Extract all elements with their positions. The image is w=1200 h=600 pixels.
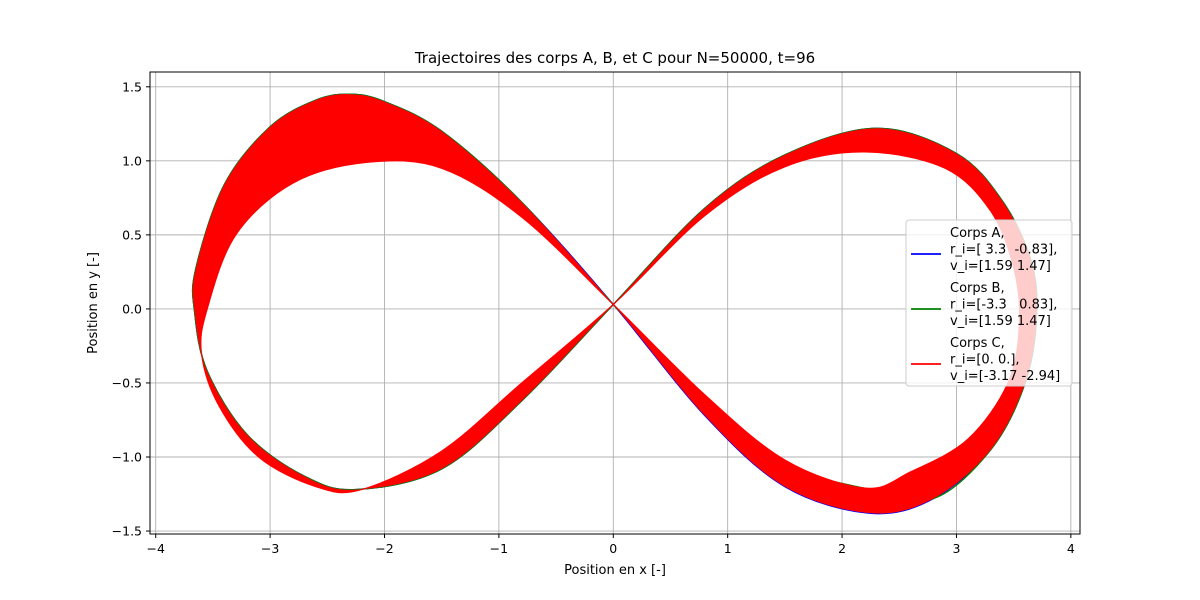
x-tick-label: 4 bbox=[1067, 541, 1075, 556]
x-tick-label: −4 bbox=[147, 541, 165, 556]
series-corps-c-inner-edge bbox=[200, 151, 1021, 494]
axes-frame bbox=[149, 71, 1081, 535]
x-tick-label: 1 bbox=[724, 541, 732, 556]
legend-entry-line: r_i=[-3.3 0.83], bbox=[950, 298, 1057, 313]
x-tick-label: −3 bbox=[261, 541, 279, 556]
x-tick-label: −1 bbox=[490, 541, 508, 556]
y-axis-label: Position en y [-] bbox=[86, 252, 101, 354]
series-corps-c-band bbox=[192, 94, 1037, 514]
x-tick-label: 2 bbox=[838, 541, 846, 556]
y-tick-label: −1.0 bbox=[112, 450, 142, 465]
y-tick-label: 0.5 bbox=[122, 227, 142, 242]
series-layer bbox=[191, 93, 1038, 515]
x-tick-label: 3 bbox=[952, 541, 960, 556]
x-tick-label: 0 bbox=[609, 541, 617, 556]
y-tick-label: −1.5 bbox=[112, 524, 142, 539]
legend-box bbox=[905, 219, 1073, 387]
legend-entry-line: r_i=[ 3.3 -0.83], bbox=[950, 243, 1057, 258]
y-tick-label: 0.0 bbox=[122, 301, 142, 316]
legend-entry-line: r_i=[0. 0.], bbox=[950, 353, 1020, 368]
legend-entry-line: v_i=[1.59 1.47] bbox=[950, 259, 1051, 274]
legend-entry-line: Corps A, bbox=[950, 226, 1005, 241]
chart-title: Trajectoires des corps A, B, et C pour N… bbox=[414, 49, 815, 67]
ticks: −4 −3 −2 −1 0 1 2 3 4 −1.5 −1.0 −0.5 0.0 0.5 1.0 1.5 bbox=[112, 79, 1075, 556]
x-axis-label: Position en x [-] bbox=[564, 563, 666, 578]
y-tick-label: 1.0 bbox=[122, 153, 142, 168]
legend-entry-line: v_i=[-3.17 -2.94] bbox=[950, 369, 1060, 384]
x-tick-label: −2 bbox=[375, 541, 393, 556]
legend-entry-line: Corps C, bbox=[950, 336, 1005, 351]
y-tick-label: −0.5 bbox=[112, 375, 142, 390]
legend-entry-line: Corps B, bbox=[950, 281, 1005, 296]
y-tick-label: 1.5 bbox=[122, 79, 142, 94]
legend-entry-line: v_i=[1.59 1.47] bbox=[950, 314, 1051, 329]
legend: Corps A,r_i=[ 3.3 -0.83],v_i=[1.59 1.47]… bbox=[905, 219, 1073, 387]
